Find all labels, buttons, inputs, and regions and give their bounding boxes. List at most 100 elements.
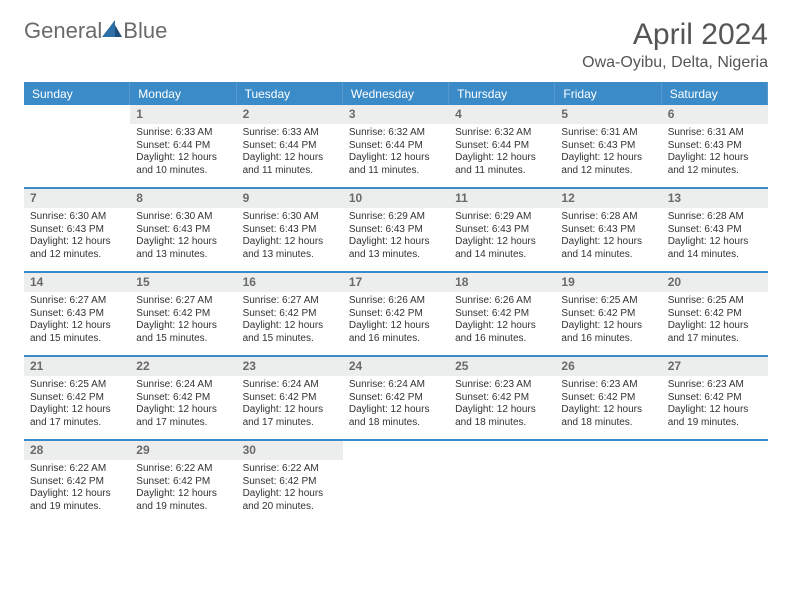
day-dl: Daylight: 12 hours and 18 minutes.: [349, 404, 443, 429]
day-ss: Sunset: 6:42 PM: [349, 392, 443, 405]
day-info: Sunrise: 6:26 AMSunset: 6:42 PMDaylight:…: [343, 292, 449, 349]
day-info: Sunrise: 6:25 AMSunset: 6:42 PMDaylight:…: [662, 292, 768, 349]
day-dl: Daylight: 12 hours and 11 minutes.: [349, 152, 443, 177]
day-dl: Daylight: 12 hours and 11 minutes.: [455, 152, 549, 177]
day-ss: Sunset: 6:43 PM: [243, 224, 337, 237]
calendar-cell: 20Sunrise: 6:25 AMSunset: 6:42 PMDayligh…: [662, 273, 768, 355]
day-ss: Sunset: 6:44 PM: [455, 140, 549, 153]
day-ss: Sunset: 6:42 PM: [243, 476, 337, 489]
calendar-cell: 15Sunrise: 6:27 AMSunset: 6:42 PMDayligh…: [130, 273, 236, 355]
day-info: Sunrise: 6:24 AMSunset: 6:42 PMDaylight:…: [343, 376, 449, 433]
day-sr: Sunrise: 6:33 AM: [136, 127, 230, 140]
calendar-cell: 10Sunrise: 6:29 AMSunset: 6:43 PMDayligh…: [343, 189, 449, 271]
day-sr: Sunrise: 6:30 AM: [136, 211, 230, 224]
day-ss: Sunset: 6:43 PM: [561, 140, 655, 153]
day-dl: Daylight: 12 hours and 14 minutes.: [668, 236, 762, 261]
day-ss: Sunset: 6:42 PM: [455, 392, 549, 405]
logo-sail-icon: [102, 20, 122, 38]
calendar-cell: 6Sunrise: 6:31 AMSunset: 6:43 PMDaylight…: [662, 105, 768, 187]
day-number: 28: [24, 441, 130, 460]
calendar-cell: 19Sunrise: 6:25 AMSunset: 6:42 PMDayligh…: [555, 273, 661, 355]
day-ss: Sunset: 6:44 PM: [349, 140, 443, 153]
day-header: Monday: [130, 82, 236, 105]
calendar-cell: [449, 441, 555, 523]
day-info: Sunrise: 6:32 AMSunset: 6:44 PMDaylight:…: [449, 124, 555, 181]
day-dl: Daylight: 12 hours and 12 minutes.: [30, 236, 124, 261]
day-info: Sunrise: 6:27 AMSunset: 6:42 PMDaylight:…: [237, 292, 343, 349]
day-info: Sunrise: 6:24 AMSunset: 6:42 PMDaylight:…: [237, 376, 343, 433]
day-number: 25: [449, 357, 555, 376]
day-sr: Sunrise: 6:22 AM: [136, 463, 230, 476]
day-sr: Sunrise: 6:25 AM: [668, 295, 762, 308]
day-sr: Sunrise: 6:24 AM: [136, 379, 230, 392]
title-block: April 2024 Owa-Oyibu, Delta, Nigeria: [582, 18, 768, 72]
day-sr: Sunrise: 6:24 AM: [349, 379, 443, 392]
day-sr: Sunrise: 6:30 AM: [30, 211, 124, 224]
day-number: 18: [449, 273, 555, 292]
day-dl: Daylight: 12 hours and 18 minutes.: [561, 404, 655, 429]
calendar-week: 7Sunrise: 6:30 AMSunset: 6:43 PMDaylight…: [24, 189, 768, 273]
day-sr: Sunrise: 6:31 AM: [668, 127, 762, 140]
day-info: Sunrise: 6:24 AMSunset: 6:42 PMDaylight:…: [130, 376, 236, 433]
day-ss: Sunset: 6:42 PM: [455, 308, 549, 321]
day-ss: Sunset: 6:42 PM: [349, 308, 443, 321]
day-dl: Daylight: 12 hours and 11 minutes.: [243, 152, 337, 177]
day-header: Sunday: [24, 82, 130, 105]
day-info: Sunrise: 6:33 AMSunset: 6:44 PMDaylight:…: [130, 124, 236, 181]
day-sr: Sunrise: 6:27 AM: [30, 295, 124, 308]
day-dl: Daylight: 12 hours and 15 minutes.: [30, 320, 124, 345]
calendar-cell: 3Sunrise: 6:32 AMSunset: 6:44 PMDaylight…: [343, 105, 449, 187]
day-ss: Sunset: 6:43 PM: [30, 224, 124, 237]
day-info: Sunrise: 6:31 AMSunset: 6:43 PMDaylight:…: [662, 124, 768, 181]
calendar-cell: 5Sunrise: 6:31 AMSunset: 6:43 PMDaylight…: [555, 105, 661, 187]
day-dl: Daylight: 12 hours and 12 minutes.: [668, 152, 762, 177]
logo-text-1: General: [24, 18, 102, 44]
month-title: April 2024: [582, 18, 768, 52]
day-dl: Daylight: 12 hours and 13 minutes.: [243, 236, 337, 261]
day-dl: Daylight: 12 hours and 12 minutes.: [561, 152, 655, 177]
calendar-cell: 18Sunrise: 6:26 AMSunset: 6:42 PMDayligh…: [449, 273, 555, 355]
calendar-cell: 8Sunrise: 6:30 AMSunset: 6:43 PMDaylight…: [130, 189, 236, 271]
day-number: 17: [343, 273, 449, 292]
logo-text-2: Blue: [123, 18, 167, 44]
day-sr: Sunrise: 6:31 AM: [561, 127, 655, 140]
day-ss: Sunset: 6:42 PM: [243, 308, 337, 321]
calendar-cell: 23Sunrise: 6:24 AMSunset: 6:42 PMDayligh…: [237, 357, 343, 439]
calendar-week: 28Sunrise: 6:22 AMSunset: 6:42 PMDayligh…: [24, 441, 768, 523]
day-info: Sunrise: 6:22 AMSunset: 6:42 PMDaylight:…: [237, 460, 343, 517]
calendar-cell: 17Sunrise: 6:26 AMSunset: 6:42 PMDayligh…: [343, 273, 449, 355]
day-number: 7: [24, 189, 130, 208]
day-dl: Daylight: 12 hours and 17 minutes.: [668, 320, 762, 345]
day-number: 10: [343, 189, 449, 208]
day-info: Sunrise: 6:31 AMSunset: 6:43 PMDaylight:…: [555, 124, 661, 181]
day-info: Sunrise: 6:23 AMSunset: 6:42 PMDaylight:…: [555, 376, 661, 433]
day-number: 29: [130, 441, 236, 460]
day-number: 24: [343, 357, 449, 376]
day-sr: Sunrise: 6:29 AM: [455, 211, 549, 224]
day-sr: Sunrise: 6:22 AM: [243, 463, 337, 476]
calendar-cell: 14Sunrise: 6:27 AMSunset: 6:43 PMDayligh…: [24, 273, 130, 355]
day-info: Sunrise: 6:28 AMSunset: 6:43 PMDaylight:…: [662, 208, 768, 265]
day-dl: Daylight: 12 hours and 19 minutes.: [136, 488, 230, 513]
day-info: Sunrise: 6:25 AMSunset: 6:42 PMDaylight:…: [24, 376, 130, 433]
day-sr: Sunrise: 6:28 AM: [561, 211, 655, 224]
day-ss: Sunset: 6:42 PM: [561, 392, 655, 405]
day-ss: Sunset: 6:43 PM: [455, 224, 549, 237]
day-number: 19: [555, 273, 661, 292]
day-dl: Daylight: 12 hours and 10 minutes.: [136, 152, 230, 177]
day-dl: Daylight: 12 hours and 15 minutes.: [136, 320, 230, 345]
calendar-cell: 9Sunrise: 6:30 AMSunset: 6:43 PMDaylight…: [237, 189, 343, 271]
day-dl: Daylight: 12 hours and 14 minutes.: [561, 236, 655, 261]
day-number: 11: [449, 189, 555, 208]
day-number: 27: [662, 357, 768, 376]
day-ss: Sunset: 6:43 PM: [136, 224, 230, 237]
day-ss: Sunset: 6:42 PM: [30, 392, 124, 405]
day-ss: Sunset: 6:43 PM: [561, 224, 655, 237]
day-ss: Sunset: 6:42 PM: [561, 308, 655, 321]
day-sr: Sunrise: 6:30 AM: [243, 211, 337, 224]
day-number: 14: [24, 273, 130, 292]
day-sr: Sunrise: 6:28 AM: [668, 211, 762, 224]
day-ss: Sunset: 6:44 PM: [243, 140, 337, 153]
calendar-cell: [343, 441, 449, 523]
day-dl: Daylight: 12 hours and 16 minutes.: [561, 320, 655, 345]
